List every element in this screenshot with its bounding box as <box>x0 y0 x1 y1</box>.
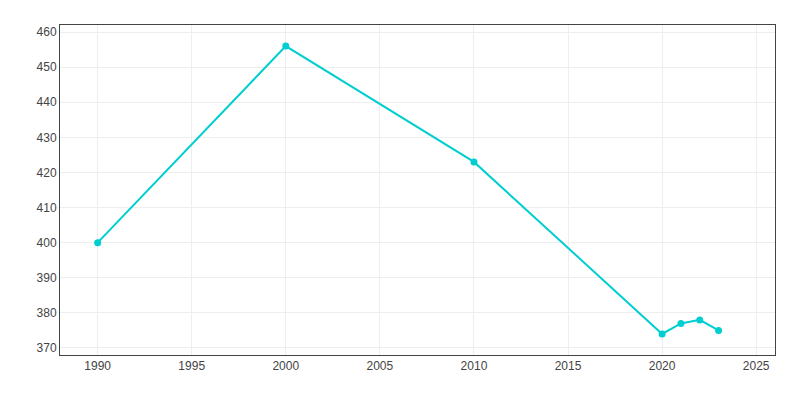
svg-text:430: 430 <box>37 131 57 145</box>
svg-text:370: 370 <box>37 341 57 355</box>
svg-text:420: 420 <box>37 166 57 180</box>
svg-text:2015: 2015 <box>555 359 582 373</box>
svg-text:2000: 2000 <box>272 359 299 373</box>
svg-text:2020: 2020 <box>649 359 676 373</box>
svg-text:1990: 1990 <box>84 359 111 373</box>
svg-text:400: 400 <box>37 236 57 250</box>
svg-text:450: 450 <box>37 60 57 74</box>
svg-text:2005: 2005 <box>367 359 394 373</box>
svg-text:1995: 1995 <box>178 359 205 373</box>
svg-text:380: 380 <box>37 306 57 320</box>
svg-text:390: 390 <box>37 271 57 285</box>
svg-text:410: 410 <box>37 201 57 215</box>
svg-text:2010: 2010 <box>461 359 488 373</box>
svg-text:440: 440 <box>37 95 57 109</box>
svg-text:460: 460 <box>37 25 57 39</box>
svg-text:2025: 2025 <box>743 359 770 373</box>
